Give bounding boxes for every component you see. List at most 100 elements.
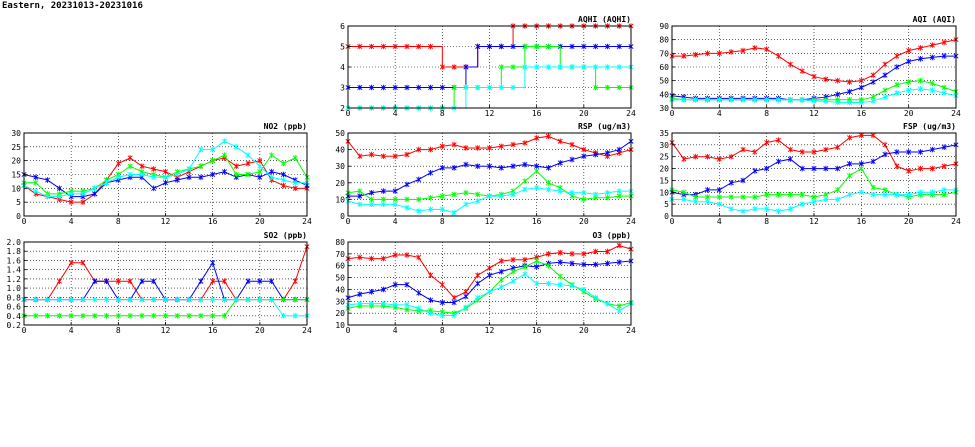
y-tick-label: 2 xyxy=(340,104,345,113)
x-tick-label: 16 xyxy=(857,109,867,118)
data-point xyxy=(357,254,363,261)
x-tick-label: 24 xyxy=(951,217,961,226)
data-point xyxy=(280,171,286,178)
data-point xyxy=(870,79,876,85)
x-tick-label: 20 xyxy=(579,326,589,335)
y-tick-label: 90 xyxy=(659,22,669,31)
data-point xyxy=(764,191,770,198)
data-point xyxy=(498,143,504,150)
data-point xyxy=(941,39,947,46)
data-point xyxy=(380,300,386,307)
data-point xyxy=(704,97,711,103)
data-point xyxy=(174,312,180,319)
x-tick-label: 4 xyxy=(717,109,722,118)
data-point xyxy=(894,163,900,169)
data-point xyxy=(581,64,587,70)
data-point xyxy=(404,306,410,313)
x-tick-label: 24 xyxy=(626,109,636,118)
x-tick-label: 20 xyxy=(255,217,265,226)
data-point xyxy=(534,264,540,270)
data-point xyxy=(510,268,516,275)
data-point xyxy=(245,278,251,284)
data-point xyxy=(139,171,145,178)
data-point xyxy=(858,132,864,139)
data-point xyxy=(616,307,622,314)
data-point xyxy=(463,189,469,196)
data-point xyxy=(404,43,410,50)
data-point xyxy=(392,188,398,194)
data-point xyxy=(604,43,610,50)
data-point xyxy=(369,196,375,203)
data-point xyxy=(127,163,133,169)
data-point xyxy=(823,165,829,172)
data-point xyxy=(835,144,841,151)
data-point xyxy=(498,165,504,171)
data-point xyxy=(210,296,216,303)
y-tick-label: 30 xyxy=(335,162,345,171)
data-point xyxy=(486,272,493,278)
data-point xyxy=(439,165,445,171)
data-point xyxy=(941,53,947,59)
data-point xyxy=(870,184,876,191)
data-point xyxy=(858,77,864,84)
x-tick-label: 12 xyxy=(485,217,495,226)
data-point xyxy=(257,157,263,164)
data-point xyxy=(941,163,947,169)
data-point xyxy=(439,193,445,199)
data-point xyxy=(439,206,445,213)
data-point xyxy=(486,193,493,199)
y-tick-label: 60 xyxy=(659,63,669,72)
data-point xyxy=(870,72,876,78)
data-point xyxy=(151,174,157,181)
data-point xyxy=(593,64,599,70)
data-point xyxy=(475,43,481,50)
data-point xyxy=(475,84,481,91)
data-point xyxy=(728,180,734,186)
data-point xyxy=(534,64,540,70)
data-point xyxy=(569,141,575,148)
data-point xyxy=(787,97,793,103)
data-point xyxy=(787,156,793,162)
data-point xyxy=(92,185,98,192)
data-point xyxy=(416,196,422,203)
data-point xyxy=(257,163,263,169)
data-point xyxy=(380,43,386,50)
data-point xyxy=(439,281,445,288)
data-point xyxy=(906,87,912,94)
data-point xyxy=(257,168,263,175)
data-point xyxy=(369,201,375,208)
x-tick-label: 20 xyxy=(579,217,589,226)
data-point xyxy=(380,196,386,203)
data-point xyxy=(593,248,599,255)
chart-so2: 0 4 8 12 16 20 24 0.20.40.60.81.01.21.41.61.82.… xyxy=(7,231,312,335)
data-point xyxy=(292,312,298,319)
y-tick-label: 30 xyxy=(659,141,669,150)
data-point xyxy=(451,312,457,319)
x-tick-label: 0 xyxy=(346,109,351,118)
x-tick-label: 0 xyxy=(670,217,675,226)
data-point xyxy=(882,191,888,198)
data-point xyxy=(775,137,782,143)
data-point xyxy=(693,153,699,160)
data-point xyxy=(451,165,457,171)
data-point xyxy=(823,196,829,203)
data-point xyxy=(33,296,39,303)
data-point xyxy=(221,296,227,303)
data-point xyxy=(846,161,853,167)
data-point xyxy=(269,168,275,175)
data-point xyxy=(704,187,711,193)
data-point xyxy=(451,64,457,70)
data-point xyxy=(357,291,363,297)
data-point xyxy=(534,280,540,287)
data-point xyxy=(198,174,204,181)
data-point xyxy=(917,56,924,62)
data-point xyxy=(522,161,528,168)
y-tick-label: 10 xyxy=(335,195,345,204)
data-point xyxy=(835,196,841,203)
data-point xyxy=(451,299,457,306)
x-tick-label: 8 xyxy=(116,326,121,335)
data-point xyxy=(280,160,286,167)
data-point xyxy=(858,161,864,167)
data-point xyxy=(545,186,551,193)
data-point xyxy=(823,98,829,104)
